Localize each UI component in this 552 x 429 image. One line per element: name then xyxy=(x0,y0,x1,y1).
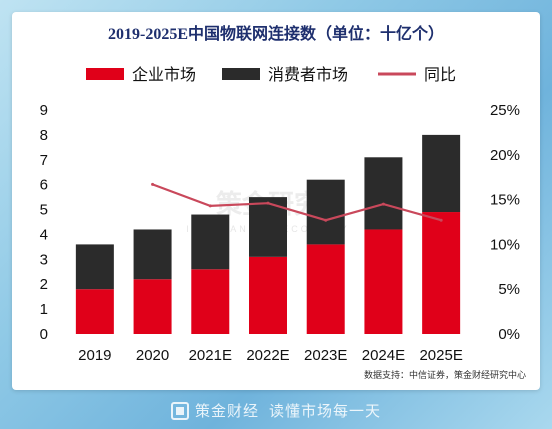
y-left-tick-label: 6 xyxy=(40,177,48,194)
y-left-tick-label: 4 xyxy=(40,226,48,243)
y-right-tick-label: 0% xyxy=(498,326,520,343)
y-left-tick-label: 1 xyxy=(40,301,48,318)
y-right-tick-label: 20% xyxy=(490,147,520,164)
chart-title: 2019-2025E中国物联网连接数（单位：十亿个） xyxy=(107,26,444,43)
brand-logo-icon xyxy=(170,401,189,420)
footer-brand: 策金财经 xyxy=(194,403,259,420)
x-tick-label: 2019 xyxy=(78,347,111,364)
line-yoy-point xyxy=(208,204,212,208)
footer-bar: 策金财经 读懂市场每一天 xyxy=(0,392,552,429)
bar-enterprise xyxy=(191,269,230,334)
legend-swatch xyxy=(222,68,260,80)
y-left-tick-label: 8 xyxy=(40,127,48,144)
y-left-tick-label: 2 xyxy=(40,276,48,293)
line-yoy-point xyxy=(439,218,443,222)
x-tick-label: 2024E xyxy=(362,347,405,364)
x-tick-label: 2021E xyxy=(189,347,232,364)
y-right-tick-label: 10% xyxy=(490,236,520,253)
footer-slogan: 读懂市场每一天 xyxy=(269,403,382,420)
line-yoy-point xyxy=(151,182,155,186)
bar-consumer xyxy=(133,229,172,280)
legend-label: 企业市场 xyxy=(132,66,196,84)
y-left-tick-label: 3 xyxy=(40,251,48,268)
x-tick-label: 2025E xyxy=(419,347,462,364)
line-yoy-point xyxy=(266,201,270,205)
bar-enterprise xyxy=(249,256,287,334)
source-note: 数据支持：中信证券，策金财经研究中心 xyxy=(363,370,526,380)
y-right-tick-label: 15% xyxy=(490,192,520,209)
bar-consumer xyxy=(364,157,403,230)
x-tick-label: 2020 xyxy=(136,347,169,364)
bar-enterprise xyxy=(75,289,114,334)
y-right-tick-label: 25% xyxy=(490,102,520,119)
bar-consumer xyxy=(422,134,461,213)
y-left-tick-label: 9 xyxy=(40,102,48,119)
legend-swatch xyxy=(86,68,124,80)
bar-consumer xyxy=(306,179,345,245)
legend-label: 同比 xyxy=(424,66,456,84)
bar-enterprise xyxy=(422,212,461,334)
line-yoy-point xyxy=(381,202,385,206)
y-left-tick-label: 0 xyxy=(40,326,48,343)
bar-enterprise xyxy=(306,244,345,334)
bar-consumer xyxy=(75,244,114,290)
x-tick-label: 2022E xyxy=(246,347,289,364)
y-left-tick-label: 5 xyxy=(40,202,48,219)
bar-consumer xyxy=(191,214,230,270)
line-yoy xyxy=(152,183,442,222)
bar-enterprise xyxy=(364,229,403,334)
y-left-tick-label: 7 xyxy=(40,152,48,169)
legend-label: 消费者市场 xyxy=(268,66,348,84)
bar-enterprise xyxy=(133,279,172,334)
x-tick-label: 2023E xyxy=(304,347,347,364)
line-yoy-point xyxy=(324,218,328,222)
y-right-tick-label: 5% xyxy=(498,281,520,298)
